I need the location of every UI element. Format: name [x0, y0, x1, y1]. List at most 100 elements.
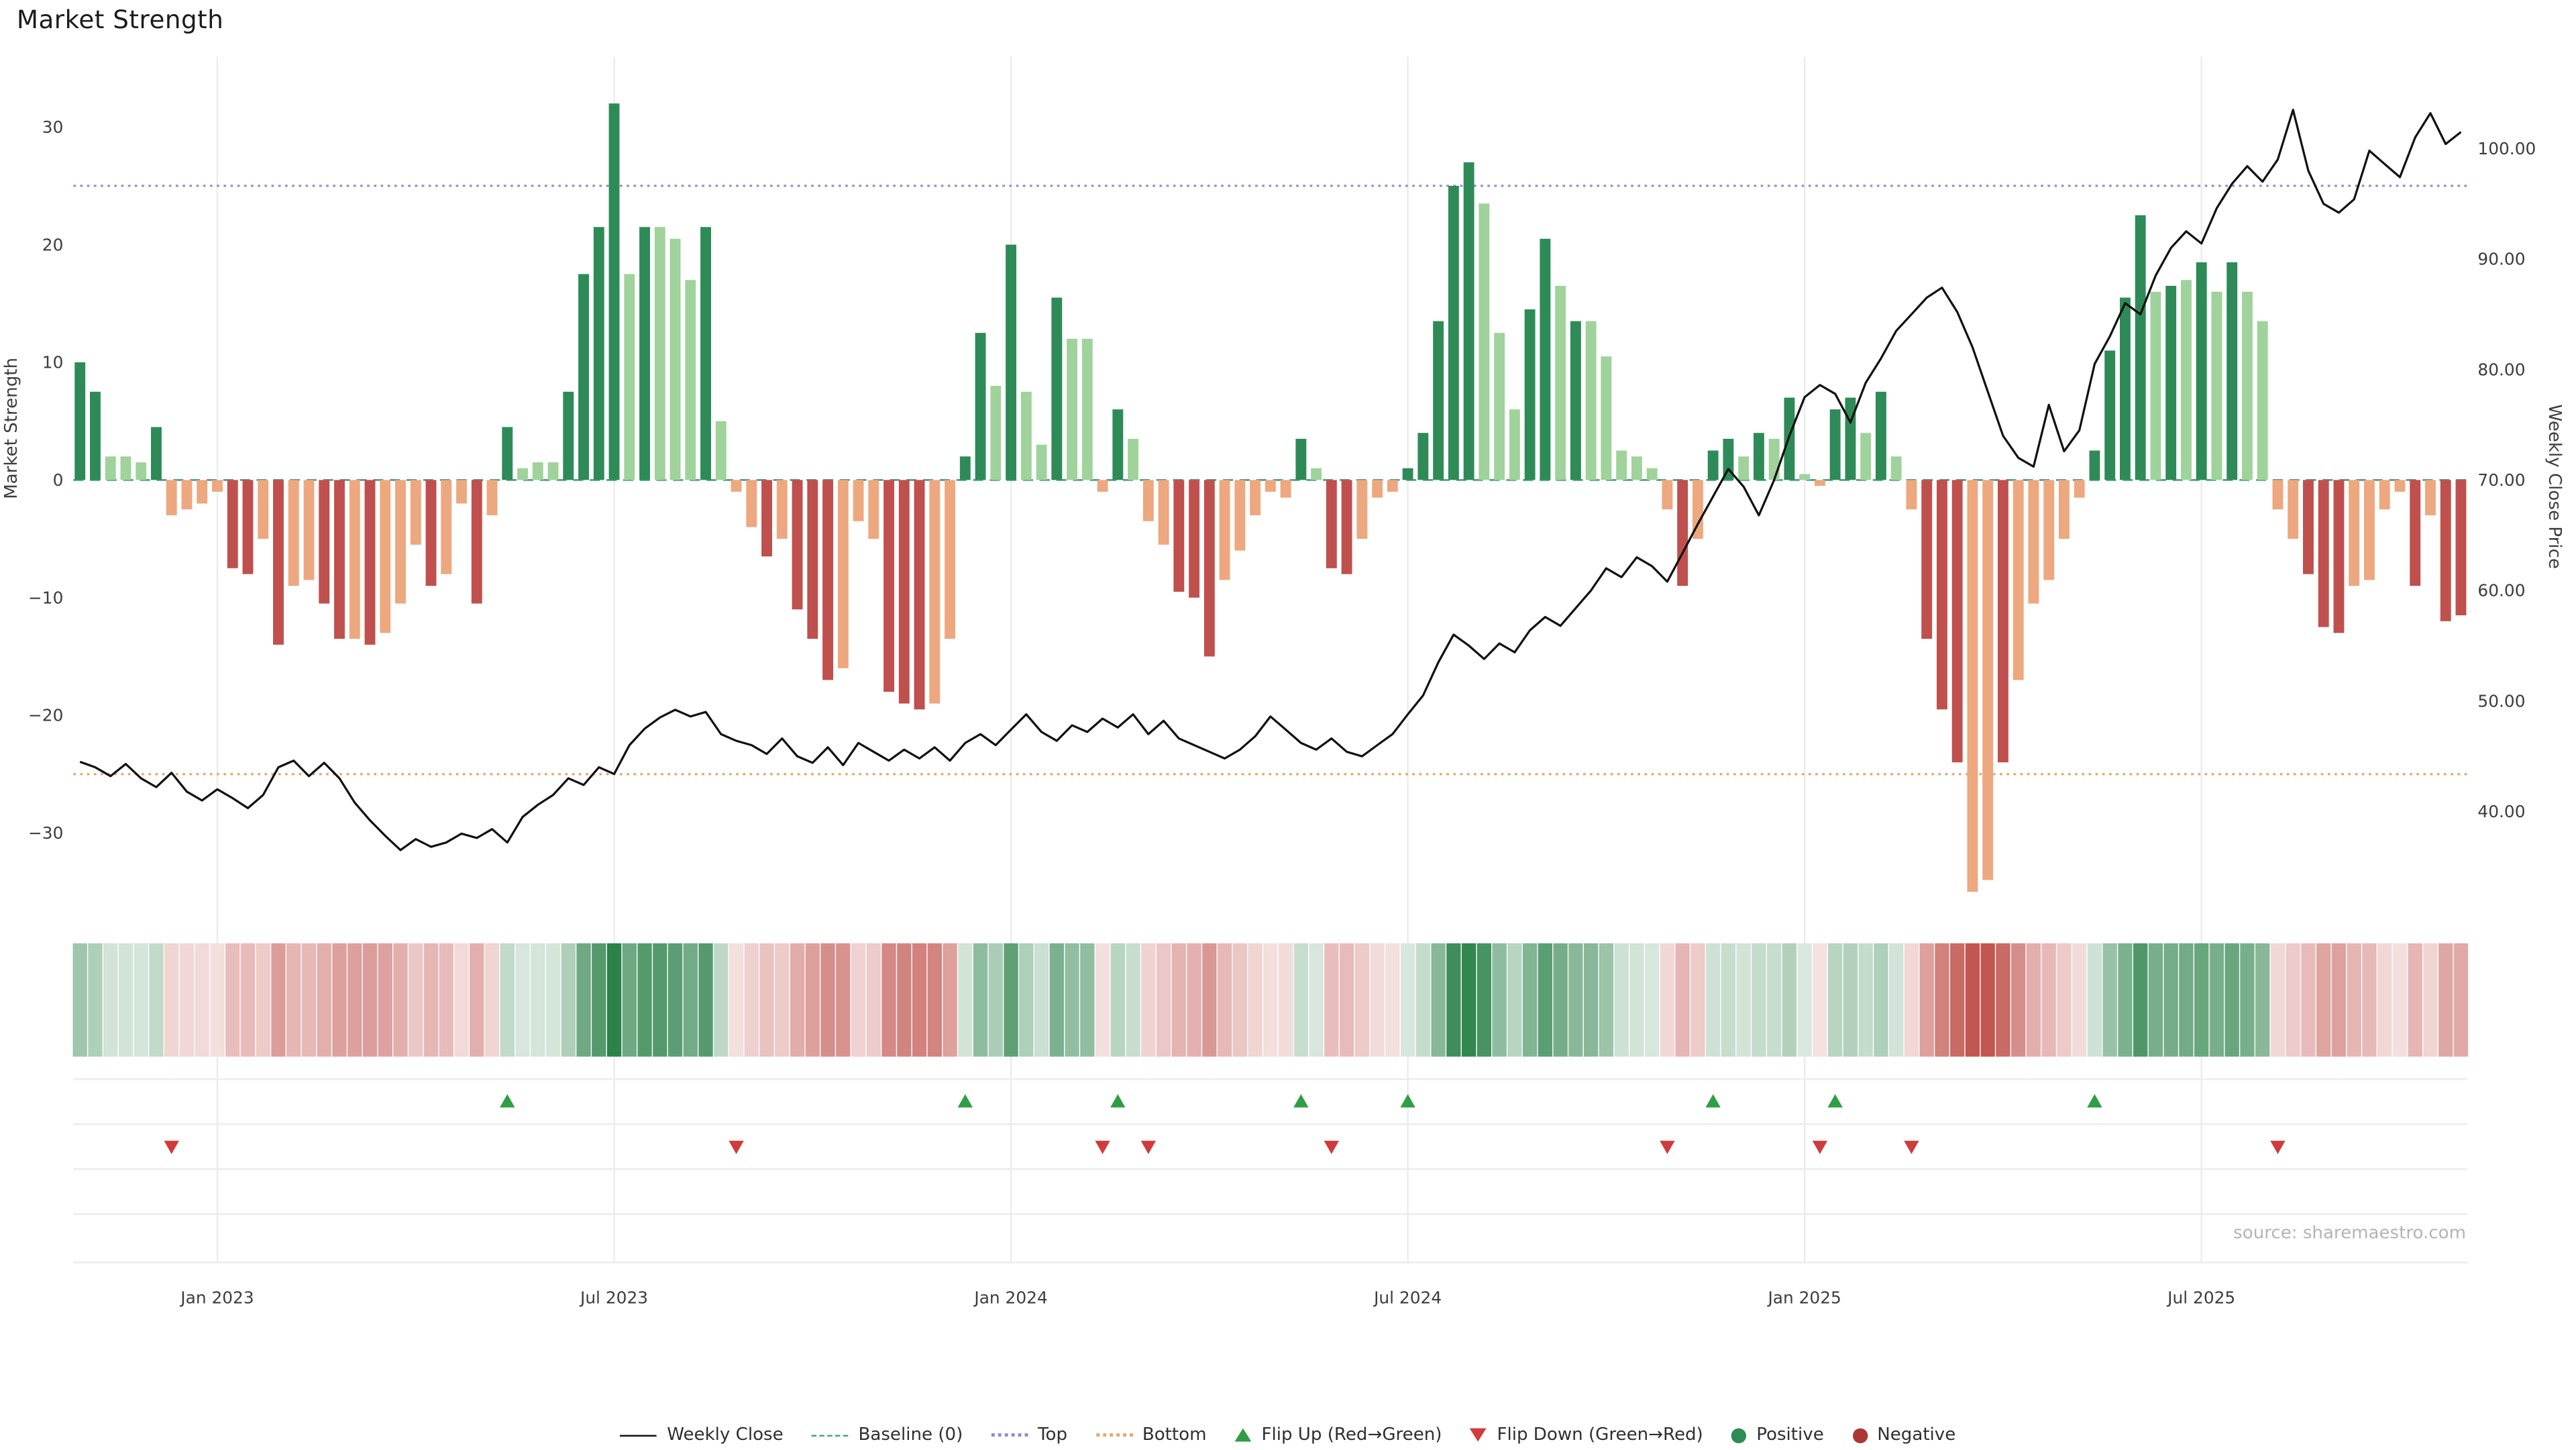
strength-bar	[197, 480, 208, 504]
strength-bar	[2196, 262, 2207, 480]
strength-bar	[1723, 438, 1734, 480]
heatmap-cell	[790, 943, 805, 1057]
strength-bar	[151, 427, 162, 480]
heatmap-cell	[2331, 943, 2347, 1057]
strength-bar	[2288, 480, 2299, 539]
strength-bar	[1006, 244, 1017, 480]
dotted-line-icon	[1095, 1433, 1132, 1437]
strength-bar	[90, 391, 101, 480]
heatmap-cell	[1293, 943, 1309, 1057]
heatmap-cell	[2286, 943, 2300, 1057]
heatmap-cell	[454, 943, 469, 1057]
strength-bar	[1250, 480, 1261, 515]
heatmap-cell	[2377, 943, 2392, 1057]
strength-bar	[563, 391, 574, 480]
heatmap-cell	[1278, 943, 1293, 1057]
strength-bar	[608, 103, 620, 480]
heatmap-cell	[1827, 943, 1843, 1057]
heatmap-cell	[1263, 943, 1278, 1057]
legend-item-bottom: Bottom	[1095, 1425, 1207, 1445]
heatmap-cell	[2301, 943, 2316, 1057]
strength-bar	[1753, 433, 1764, 480]
heatmap-cell	[1492, 943, 1507, 1057]
heatmap-cell	[1721, 943, 1736, 1057]
heatmap-cell	[1736, 943, 1751, 1057]
strength-bar	[807, 480, 818, 639]
left-axis-tick-label: −20	[28, 706, 63, 725]
heatmap-cell	[1660, 943, 1675, 1057]
heatmap-cell	[1019, 943, 1034, 1057]
legend-item-top: Top	[991, 1425, 1067, 1445]
heatmap-cell	[1980, 943, 1995, 1057]
heatmap-cell	[210, 943, 225, 1057]
flip-down-marker	[1324, 1141, 1340, 1155]
heatmap-cell	[1919, 943, 1934, 1057]
strength-bar	[883, 480, 895, 692]
flip-down-marker	[1904, 1141, 1919, 1155]
heatmap-cell	[1248, 943, 1263, 1057]
legend-item-flip-down-green-red: Flip Down (Green→Red)	[1470, 1425, 1703, 1445]
triangle-up-icon	[1234, 1428, 1252, 1442]
strength-bar	[1555, 285, 1566, 480]
right-axis-tick-label: 40.00	[2477, 802, 2525, 821]
flip-up-marker	[1705, 1094, 1721, 1108]
strength-bar	[1433, 321, 1444, 480]
strength-bar	[425, 480, 437, 586]
heatmap-cell	[1904, 943, 1919, 1057]
strength-bar	[2364, 480, 2375, 580]
strength-bar	[1524, 309, 1536, 480]
strength-bar	[1967, 480, 1978, 892]
heatmap-cell	[1935, 943, 1949, 1057]
strength-bar	[715, 421, 727, 480]
strength-bar	[1326, 480, 1337, 568]
strength-bar	[2394, 480, 2406, 492]
heatmap-cell	[836, 943, 851, 1057]
strength-bar	[1768, 438, 1780, 480]
heatmap-cell	[531, 943, 545, 1057]
heatmap-cell	[667, 943, 683, 1057]
strength-bar	[2104, 350, 2116, 480]
strength-bar	[1479, 203, 1490, 480]
heatmap-cell	[2102, 943, 2117, 1057]
strength-bar	[685, 280, 696, 480]
heatmap-cell	[1477, 943, 1492, 1057]
strength-bar	[2028, 480, 2039, 604]
strength-bar	[1280, 480, 1291, 498]
legend-label: Flip Up (Red→Green)	[1261, 1425, 1442, 1445]
heatmap-cell	[2255, 943, 2270, 1057]
flip-up-marker	[1293, 1094, 1309, 1108]
strength-bar	[227, 480, 238, 568]
heatmap-cell	[470, 943, 484, 1057]
heatmap-cell	[2148, 943, 2163, 1057]
triangle-down-icon	[1470, 1428, 1487, 1442]
strength-bar	[1677, 480, 1688, 586]
strength-bar	[1051, 297, 1063, 480]
heatmap-cell	[1095, 943, 1110, 1057]
strength-bar	[303, 480, 315, 580]
strength-bar	[822, 480, 833, 680]
heatmap-cell	[1690, 943, 1705, 1057]
strength-bar	[258, 480, 269, 539]
strength-bar	[1982, 480, 1994, 880]
heatmap-cell	[1568, 943, 1583, 1057]
legend-label: Bottom	[1142, 1425, 1207, 1445]
heatmap-cell	[2010, 943, 2026, 1057]
strength-bar	[181, 480, 193, 510]
heatmap-cell	[1888, 943, 1904, 1057]
heatmap-cell	[362, 943, 378, 1057]
strength-bar	[288, 480, 299, 586]
strength-bar	[1189, 480, 1200, 598]
heatmap-cell	[592, 943, 606, 1057]
flip-down-marker	[1140, 1141, 1157, 1155]
strength-bar	[532, 462, 543, 480]
strength-bar	[2135, 215, 2146, 480]
strength-bar	[1540, 238, 1551, 480]
strength-bar	[1020, 391, 1032, 480]
heatmap-cell	[988, 943, 1003, 1057]
strength-bar	[1509, 409, 1520, 480]
strength-bar	[1829, 409, 1841, 480]
strength-bar	[1921, 480, 1933, 639]
heatmap-cell	[1202, 943, 1217, 1057]
strength-bar	[364, 480, 376, 645]
